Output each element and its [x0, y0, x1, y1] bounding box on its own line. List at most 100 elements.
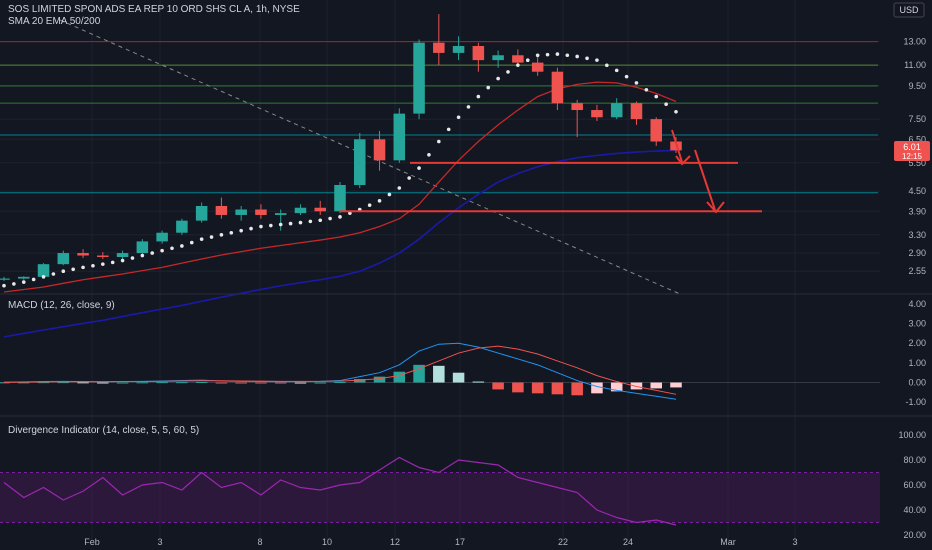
- candle-body: [531, 62, 544, 72]
- sma20-dot: [288, 221, 293, 226]
- macd-histogram-bar: [373, 376, 386, 383]
- candle-body: [215, 205, 228, 215]
- macd-histogram-bar: [215, 382, 228, 384]
- divergence-pane: [0, 456, 880, 526]
- sma20-dot: [427, 152, 431, 157]
- sma20-dot: [61, 269, 66, 273]
- time-tick-label: Feb: [84, 537, 100, 547]
- sma20-dot: [664, 102, 668, 107]
- candle-body: [413, 42, 425, 114]
- symbol-title[interactable]: SOS LIMITED SPON ADS EA REP 10 ORD SHS C…: [8, 4, 300, 15]
- sma20-dot: [614, 68, 619, 73]
- candle-body: [97, 255, 109, 258]
- candle-body: [551, 71, 564, 104]
- candle-body: [235, 209, 247, 215]
- divergence-title[interactable]: Divergence Indicator (14, close, 5, 5, 6…: [8, 425, 200, 436]
- sma20-dot: [525, 58, 530, 63]
- sma20-dot: [41, 275, 46, 279]
- sma20-dot: [644, 87, 649, 92]
- sma20-dot: [456, 115, 461, 120]
- sma20-dot: [31, 277, 36, 282]
- macd-tick-label: -1.00: [905, 397, 926, 407]
- sma20-dot: [516, 63, 520, 67]
- sma20-dot: [565, 53, 570, 58]
- sma20-dot: [377, 199, 382, 203]
- sma20-dot: [595, 58, 599, 62]
- candle-body: [37, 264, 50, 277]
- sma20-dot: [150, 251, 155, 255]
- candle-body: [255, 209, 267, 215]
- sma20-dot: [71, 267, 75, 272]
- macd-tick-label: 2.00: [908, 338, 926, 348]
- time-tick-label: 3: [792, 537, 797, 547]
- sma20-dot: [545, 52, 550, 57]
- ema50-line: [3, 81, 677, 293]
- candle-body: [650, 119, 662, 142]
- candle-body: [176, 220, 188, 233]
- sma20-dot: [81, 265, 85, 270]
- sma20-dot: [476, 94, 481, 99]
- candles: [0, 14, 682, 281]
- sma20-dot: [555, 52, 560, 56]
- candle-body: [136, 241, 149, 254]
- macd-histogram-bar: [195, 381, 208, 383]
- ma-indicator-title[interactable]: SMA 20 EMA 50/200: [8, 16, 101, 27]
- sma20-dot: [318, 218, 323, 223]
- sma20-dot: [417, 166, 421, 170]
- macd-histogram-bar: [0, 382, 10, 384]
- divergence-tick-label: 80.00: [903, 455, 926, 465]
- macd-histogram-bar: [274, 382, 287, 384]
- currency-badge[interactable]: USD: [893, 2, 925, 18]
- sma20-dot: [180, 244, 184, 248]
- sma20-dot: [466, 105, 471, 109]
- ema200-line: [3, 149, 677, 338]
- macd-histogram-bar: [136, 382, 149, 384]
- macd-histogram-bar: [551, 382, 564, 395]
- candle-body: [354, 139, 366, 186]
- divergence-line: [3, 456, 677, 526]
- sma20-dot: [140, 253, 145, 258]
- macd-histogram-bar: [472, 381, 485, 383]
- macd-histogram-bar: [57, 382, 70, 384]
- macd-histogram-bar: [77, 382, 89, 384]
- sma20-dot: [367, 203, 372, 207]
- price-axis[interactable]: 13.00 11.00 9.50 7.50 6.50 5.50 4.50 3.90 3.30 2.…: [898, 37, 926, 540]
- time-tick-label: 3: [157, 537, 162, 547]
- sma20-dot: [575, 54, 579, 59]
- time-tick-label: 17: [455, 537, 465, 547]
- price-tick-label: 3.90: [908, 206, 926, 216]
- candle-body: [393, 113, 406, 161]
- sma20-dot: [338, 215, 342, 219]
- sma20-dot: [259, 224, 263, 229]
- macd-histogram-bar: [452, 372, 465, 383]
- candle-body: [18, 276, 30, 279]
- divergence-tick-label: 100.00: [898, 430, 926, 440]
- macd-title[interactable]: MACD (12, 26, close, 9): [8, 300, 115, 311]
- price-tick-label: 13.00: [903, 37, 926, 47]
- macd-histogram-bar: [433, 365, 445, 383]
- sma20-dot: [624, 74, 629, 79]
- time-axis[interactable]: Feb 3 8 10 12 17 22 24 Mar 3: [84, 537, 797, 547]
- sma20-dot: [91, 263, 95, 268]
- macd-histogram-bar: [610, 382, 623, 392]
- sma20-dot: [674, 110, 678, 114]
- macd-histogram-bar: [156, 382, 168, 384]
- sma20-dot: [2, 283, 6, 288]
- macd-histogram-bar: [176, 382, 188, 384]
- macd-pane: [0, 342, 880, 400]
- macd-histogram-bar: [235, 382, 247, 384]
- candle-body: [57, 253, 70, 265]
- macd-histogram-bar: [354, 378, 366, 383]
- macd-histogram-bar: [413, 364, 425, 383]
- candle-body: [314, 207, 326, 212]
- macd-histogram-bar: [255, 382, 267, 384]
- sma20-dot: [12, 282, 16, 286]
- forecast-arrows: [671, 129, 725, 214]
- time-tick-label: 22: [558, 537, 568, 547]
- sma20-dot: [189, 240, 194, 245]
- sma20-dot: [219, 233, 224, 237]
- macd-histogram-bar: [512, 382, 524, 393]
- sma20-dot: [249, 226, 253, 231]
